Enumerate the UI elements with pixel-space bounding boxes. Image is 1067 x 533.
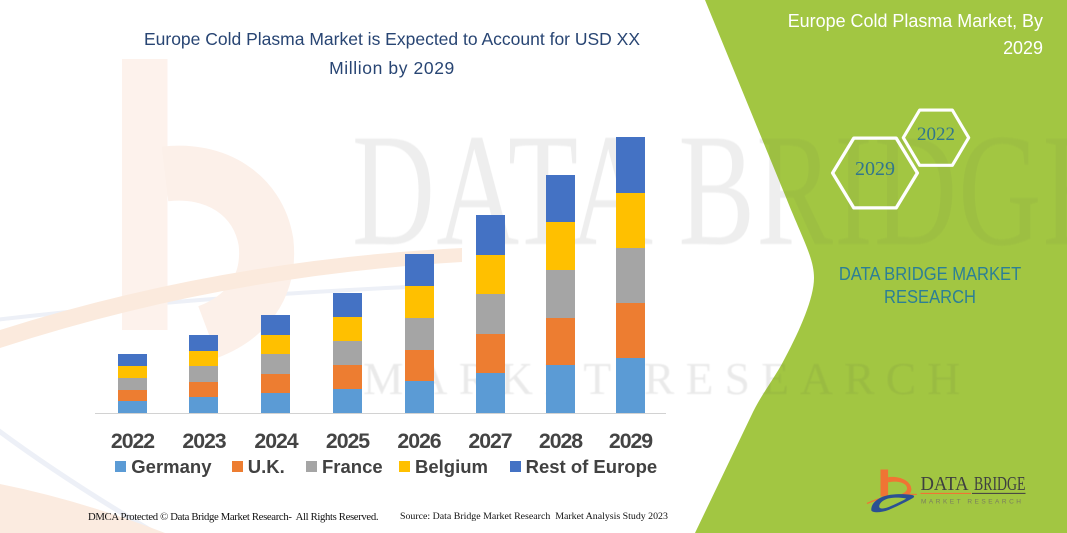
svg-text:MARKET RESEARCH: MARKET RESEARCH [921,498,1024,505]
svg-text:DATA: DATA [921,473,970,495]
svg-text:BRIDGE: BRIDGE [974,473,1026,495]
